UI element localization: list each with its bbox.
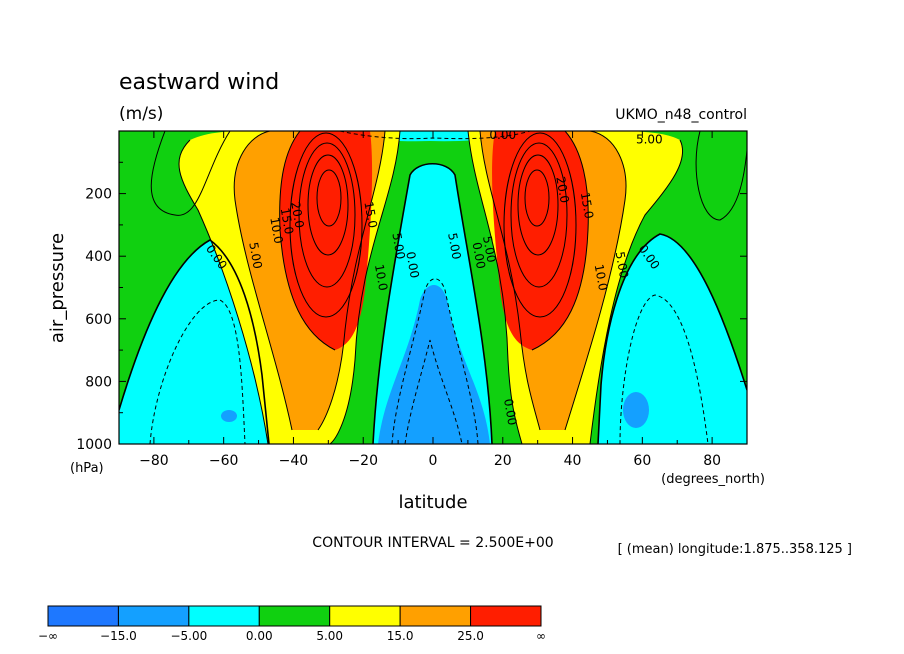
contour-label: 10.0: [267, 216, 285, 245]
contour-label: 20.0: [553, 175, 571, 204]
y-tick-label: 400: [85, 249, 112, 265]
dashed-north: [619, 294, 709, 444]
contour-label: 0.00: [403, 251, 421, 280]
contour-label: 5.00: [480, 235, 498, 264]
colorbar-label: ∞: [536, 629, 546, 643]
contour-label: 10.0: [372, 263, 390, 292]
x-tick-label: −60: [209, 453, 239, 469]
contour-south-jet-4: [316, 169, 342, 227]
contour-label: 15.0: [578, 191, 596, 220]
pocket-south: [221, 410, 237, 422]
contour-north-jet-2: [510, 142, 568, 288]
dashed-contours: [149, 131, 709, 444]
contour-south-jet-outer: [279, 131, 336, 351]
contour-label: 0.00: [470, 241, 488, 270]
y-tick-label: 800: [85, 374, 112, 390]
dashed-top: [339, 131, 531, 140]
field-blue-equator: [378, 285, 490, 444]
colorbar-label: 15.0: [387, 629, 414, 643]
contour-label: 5.00: [613, 251, 631, 280]
chart-title: eastward wind: [119, 70, 279, 95]
contour-north-0: [597, 233, 747, 444]
units-label: (m/s): [119, 104, 163, 124]
contour-south-thin: [150, 131, 231, 216]
x-units-label: (degrees_north): [661, 472, 765, 487]
colorbar-swatch: [329, 605, 401, 627]
contour-north-5: [589, 139, 684, 444]
field-cyan-north: [598, 234, 747, 444]
contour-south-jet-2: [298, 142, 356, 288]
contour-south-jet-1: [289, 132, 363, 318]
dashed-equator-1: [391, 278, 479, 444]
contour-south-20: [317, 131, 386, 431]
x-tick-label: 20: [494, 453, 512, 469]
y-axis-label: air_pressure: [47, 233, 68, 343]
x-axis-label: latitude: [398, 492, 467, 513]
y-tick-label: 600: [85, 312, 112, 328]
colorbar-swatch: [399, 605, 472, 627]
x-tick-label: −20: [348, 453, 378, 469]
contour-south-15: [329, 131, 401, 444]
colorbar: −∞ −15.0 −5.00 0.00 5.00 15.0 25.0 ∞: [38, 605, 546, 643]
colorbar-label: −5.00: [170, 629, 207, 643]
contour-north-jet-4: [524, 169, 550, 227]
contour-label: 5.00: [246, 241, 264, 270]
axes: −80 −60 −40 −20 0 20 40 60 80 200 400 600 800 1000: [76, 131, 748, 469]
x-tick-label: 60: [633, 453, 651, 469]
contour-label: 15.0: [278, 207, 296, 236]
contour-north-jet-1: [503, 132, 577, 318]
contour-north-20: [479, 131, 541, 431]
contour-label: 0.00: [501, 398, 519, 427]
dataset-label: UKMO_n48_control: [615, 107, 747, 123]
y-tick-label: 200: [85, 187, 112, 203]
contour-interval-text: CONTOUR INTERVAL = 2.500E+00: [312, 535, 553, 551]
colorbar-swatch: [47, 605, 119, 627]
dashed-south: [149, 299, 246, 444]
colorbar-label: 25.0: [457, 629, 484, 643]
colorbar-label: 0.00: [246, 629, 273, 643]
contour-south-0: [119, 239, 270, 444]
colorbar-swatch: [117, 605, 190, 627]
x-tick-label: 40: [564, 453, 582, 469]
contour-south-5: [178, 139, 269, 444]
contour-label: 15.0: [361, 200, 379, 229]
y-tick-label: 1000: [76, 437, 112, 453]
colorbar-label: 5.00: [316, 629, 343, 643]
x-tick-label: −80: [139, 453, 169, 469]
contour-south-10: [233, 131, 293, 431]
subset-text: [ (mean) longitude:1.875..358.125 ]: [618, 542, 852, 557]
colorbar-swatch: [258, 605, 331, 627]
contour-label: 5.00: [445, 232, 463, 261]
contour-north-thin: [695, 131, 747, 221]
dashed-equator-2: [404, 339, 463, 444]
contour-north-15: [467, 131, 523, 444]
y-units-label: (hPa): [70, 461, 104, 476]
colorbar-label: −∞: [38, 629, 58, 643]
contour-label: 10.0: [592, 263, 610, 292]
colorbar-swatch: [470, 605, 542, 627]
contour-north-jet-outer: [531, 131, 589, 351]
contour-north-10: [564, 131, 627, 431]
pocket-north: [623, 392, 649, 428]
colorbar-label: −15.0: [100, 629, 137, 643]
contour-label: 5.00: [636, 133, 663, 147]
contour-south-jet-3: [307, 154, 349, 256]
contour-lines: [119, 131, 747, 444]
colorbar-swatch: [188, 605, 260, 627]
contour-label: 5.00: [389, 232, 407, 261]
contour-equator-0: [372, 162, 493, 444]
x-tick-label: 0: [429, 453, 438, 469]
x-tick-label: 80: [703, 453, 721, 469]
contour-north-jet-3: [517, 154, 559, 256]
contour-label: 20.0: [288, 200, 306, 229]
x-tick-label: −40: [279, 453, 309, 469]
